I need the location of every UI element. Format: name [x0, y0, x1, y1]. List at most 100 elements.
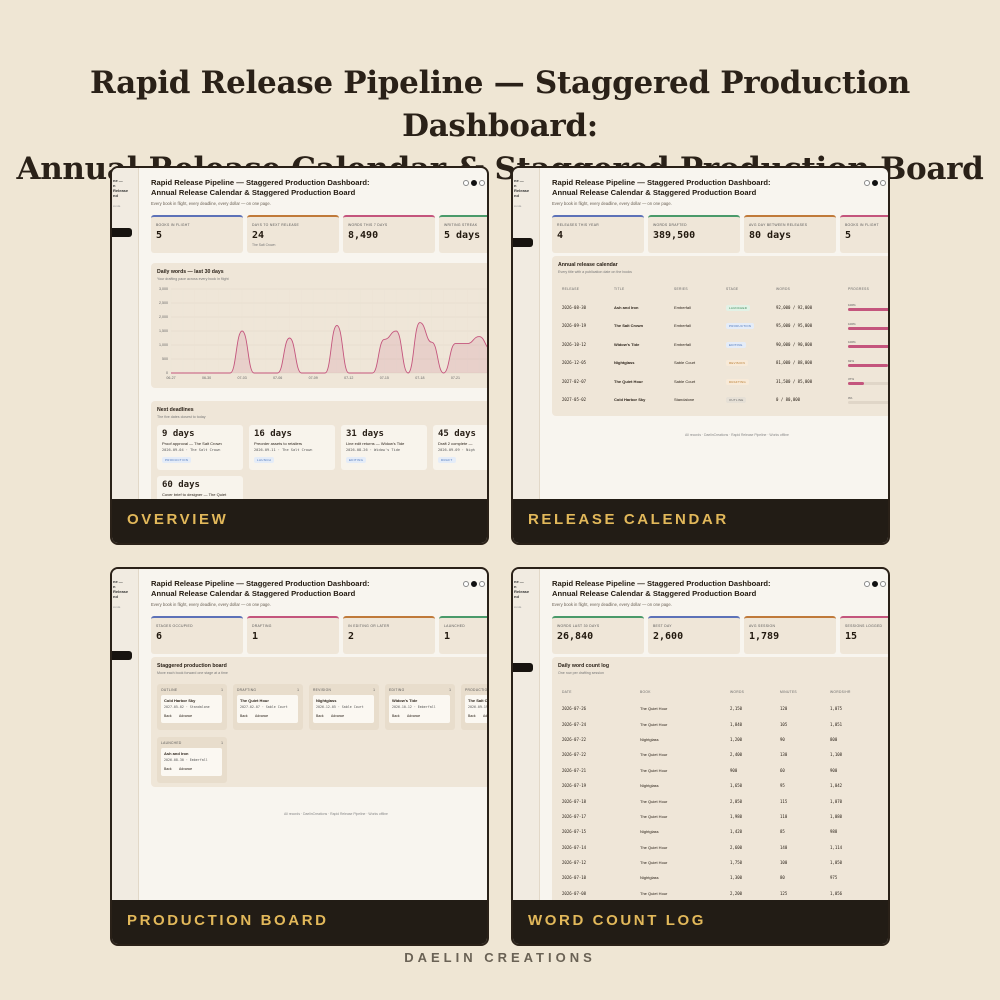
back-button[interactable]: Back [316, 714, 324, 718]
stage-cell: EDITING [726, 335, 776, 354]
book-card[interactable]: Ash and Iron 2026-08-30 · Emberfall Back Ad… [161, 748, 222, 776]
progress-percent: 37% [848, 377, 855, 382]
stat-card: DRAFTING 1 [247, 616, 339, 654]
table-row[interactable]: 2026-07-10 Nightglass 1,300 80 975 [562, 870, 880, 885]
table-row[interactable]: 2026-07-12 The Quiet Hour 1,750 100 1,050 [562, 855, 880, 870]
mode-dot[interactable] [880, 180, 886, 186]
dark-mode-dot[interactable] [471, 180, 477, 186]
view-toggle[interactable] [864, 180, 886, 186]
view-toggle[interactable] [463, 581, 485, 587]
session-date: 2026-07-19 [562, 783, 587, 789]
mode-dot[interactable] [479, 180, 485, 186]
table-header-row: RELEASE TITLE SERIES STAGE WORDS PROGRESS [562, 280, 888, 298]
dark-mode-dot[interactable] [872, 581, 878, 587]
table-row[interactable]: 2026-07-18 The Quiet Hour 2,050 115 1,070 [562, 793, 880, 808]
table-row[interactable]: 2026-10-12 Widow's Tide Emberfall EDITING 90… [562, 335, 888, 354]
app-subtitle: Every book in flight, every deadline, ev… [552, 602, 672, 607]
board-column: DRAFTING 1 The Quiet Hour 2027-02-07 · Sabl… [233, 684, 303, 730]
sidebar-active-nav[interactable] [513, 238, 533, 247]
advance-button[interactable]: Advance [483, 714, 487, 718]
sidebar-active-nav[interactable] [112, 651, 132, 660]
table-row[interactable]: 2026-07-24 The Quiet Hour 1,840 105 1,051 [562, 716, 880, 731]
column-name: DRAFTING [237, 688, 257, 692]
session-date: 2026-07-21 [562, 767, 587, 773]
table-row[interactable]: 2026-09-19 The Salt Crown Emberfall PRODUCT… [562, 317, 888, 336]
sidebar-active-nav[interactable] [112, 228, 132, 237]
stat-card: SESSIONS LOGGED 15 [840, 616, 888, 654]
table-row[interactable]: 2026-07-22 The Quiet Hour 2,400 130 1,108 [562, 747, 880, 762]
advance-button[interactable]: Advance [407, 714, 421, 718]
light-mode-dot[interactable] [463, 581, 469, 587]
book-card[interactable]: Widow's Tide 2026-10-12 · Emberfall Back Ad… [389, 695, 450, 723]
stage-badge: PRODUCTION [162, 457, 192, 463]
table-row[interactable]: 2026-07-14 The Quiet Hour 2,600 140 1,114 [562, 840, 880, 855]
stat-card: AVG SESSION 1,789 [744, 616, 836, 654]
caption-word-count-log: WORD COUNT LOG [513, 900, 888, 944]
table-row[interactable]: 2026-07-19 Nightglass 1,650 95 1,042 [562, 778, 880, 793]
stat-value: 15 [845, 631, 858, 642]
book-card[interactable]: The Salt Cr 2026-09-19 Back Advance [465, 695, 487, 723]
session-date: 2026-07-18 [562, 798, 587, 804]
back-button[interactable]: Back [392, 714, 400, 718]
progress-bar [848, 326, 888, 330]
back-button[interactable]: Back [164, 714, 172, 718]
back-button[interactable]: Back [468, 714, 476, 718]
stat-value: 24 [252, 230, 265, 241]
words-per-hour: 1,050 [830, 860, 843, 866]
stat-card: RELEASES THIS YEAR 4 [552, 215, 644, 253]
table-row[interactable]: 2026-07-22 Nightglass 1,200 90 800 [562, 732, 880, 747]
light-mode-dot[interactable] [463, 180, 469, 186]
book-card[interactable]: The Quiet Hour 2027-02-07 · Sable Court Ba… [237, 695, 298, 723]
table-row[interactable]: 2026-12-05 Nightglass Sable Court REVISION 8… [562, 354, 888, 373]
dark-mode-dot[interactable] [471, 581, 477, 587]
sidebar: ne — n Release nd ionda [112, 168, 139, 503]
table-row[interactable]: 2026-07-15 Nightglass 1,420 85 988 [562, 824, 880, 839]
book-title: Nightglass [316, 698, 337, 703]
deadline-card[interactable]: 31 days Line edit returns — Widow's Tide 2… [341, 425, 427, 470]
deadline-card[interactable]: 9 days Proof approval — The Salt Crown 202… [157, 425, 243, 470]
sidebar-active-nav[interactable] [513, 663, 533, 672]
mode-dot[interactable] [880, 581, 886, 587]
back-button[interactable]: Back [240, 714, 248, 718]
mode-dot[interactable] [479, 581, 485, 587]
deadline-card[interactable]: 60 days Cover brief to designer — The Qui… [157, 476, 243, 503]
dark-mode-dot[interactable] [872, 180, 878, 186]
minutes: 115 [780, 798, 788, 804]
release-date: 2026-12-05 [562, 360, 587, 366]
progress-cell: 92% [848, 354, 888, 373]
sidebar: ne — n Release nd ionda [513, 168, 540, 503]
series-name: Emberfall [674, 323, 691, 329]
advance-button[interactable]: Advance [179, 767, 193, 771]
table-row[interactable]: 2026-07-21 The Quiet Hour 900 60 900 [562, 763, 880, 778]
light-mode-dot[interactable] [864, 581, 870, 587]
deadline-card[interactable]: 45 days Draft 2 complete — 2026-09-09 · Ni… [433, 425, 487, 470]
book-name: The Quiet Hour [640, 767, 668, 773]
table-row[interactable]: 2027-05-02 Cold Harbor Sky Standalone OUTLI… [562, 391, 888, 410]
progress-cell: 100% [848, 335, 888, 354]
table-row[interactable]: 2026-08-30 Ash and Iron Emberfall LAUNCHED 9… [562, 298, 888, 317]
progress-fill [848, 345, 888, 349]
x-tick-label: 07-21 [451, 376, 460, 380]
view-toggle[interactable] [463, 180, 485, 186]
light-mode-dot[interactable] [864, 180, 870, 186]
book-card[interactable]: Cold Harbor Sky 2027-05-02 · Standalone Ba… [161, 695, 222, 723]
advance-button[interactable]: Advance [255, 714, 269, 718]
book-card[interactable]: Nightglass 2026-12-05 · Sable Court Back Ad… [313, 695, 374, 723]
stat-value: 26,840 [557, 631, 594, 642]
table-row[interactable]: 2027-02-07 The Quiet Hour Sable Court DRAFT… [562, 372, 888, 391]
column-name: LAUNCHED [161, 741, 182, 745]
stat-value: 1 [444, 631, 451, 642]
advance-button[interactable]: Advance [179, 714, 193, 718]
table-row[interactable]: 2026-07-08 The Quiet Hour 2,200 125 1,056 [562, 886, 880, 901]
board-column: REVISION 1 Nightglass 2026-12-05 · Sable Co… [309, 684, 379, 730]
advance-button[interactable]: Advance [331, 714, 345, 718]
log-title: Daily word count log [558, 663, 610, 669]
words: 2,400 [730, 752, 743, 758]
table-header-row: DATE BOOK WORDS MINUTES WORDS/HR [562, 683, 880, 701]
back-button[interactable]: Back [164, 767, 172, 771]
x-tick-label: 06-30 [202, 376, 211, 380]
deadline-card[interactable]: 16 days Preorder assets to retailers 2026-… [249, 425, 335, 470]
table-row[interactable]: 2026-07-17 The Quiet Hour 1,980 110 1,080 [562, 809, 880, 824]
view-toggle[interactable] [864, 581, 886, 587]
table-row[interactable]: 2026-07-26 The Quiet Hour 2,150 120 1,075 [562, 701, 880, 716]
